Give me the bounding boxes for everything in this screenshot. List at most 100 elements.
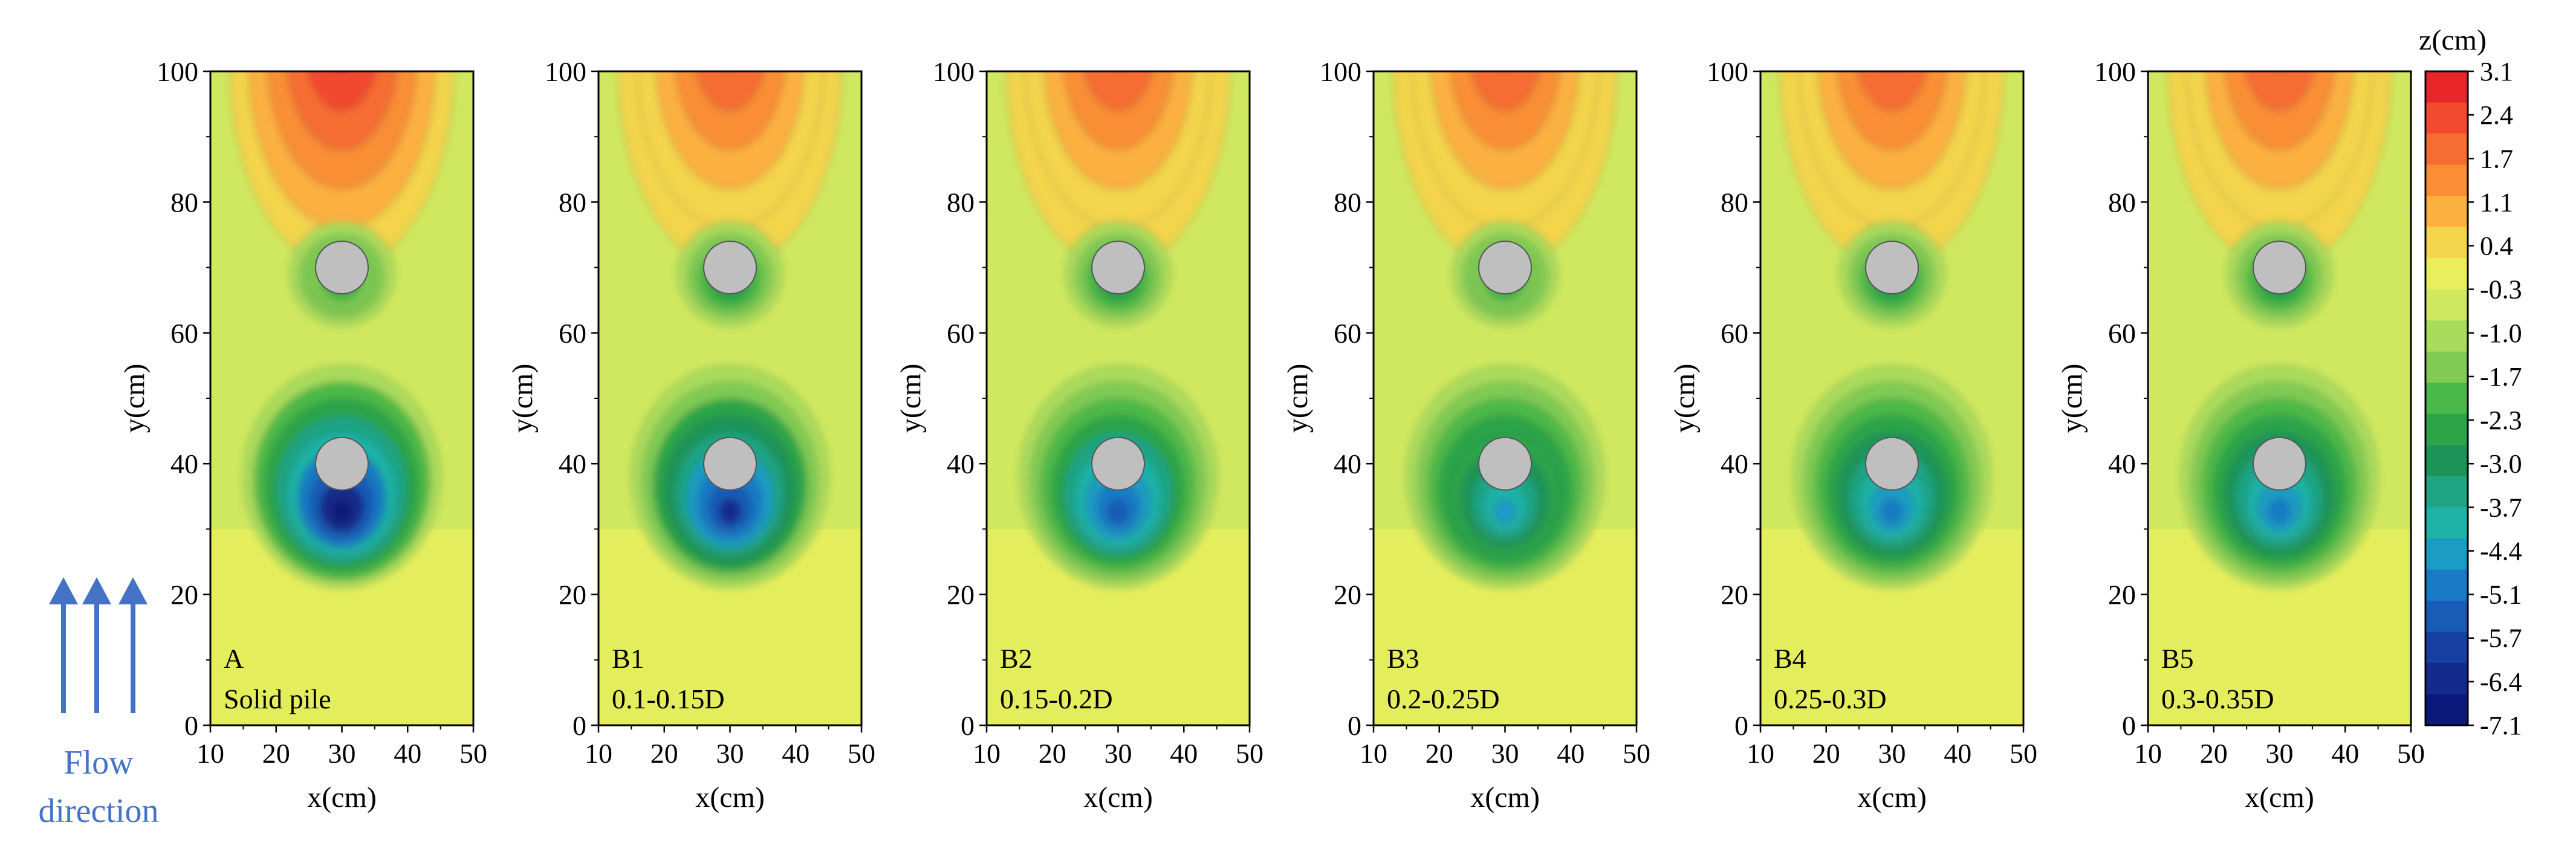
- y-tick-label: 40: [170, 448, 198, 479]
- x-tick-label: 50: [2397, 738, 2425, 769]
- colorbar-tick-label: -3.7: [2480, 493, 2522, 522]
- y-tick-label: 100: [157, 56, 198, 87]
- colorbar-segment: [2425, 694, 2468, 726]
- flow-arrow-head: [82, 577, 111, 604]
- deposition-contour: [727, 71, 733, 72]
- x-tick-label: 40: [1170, 738, 1198, 769]
- colorbar-segment: [2425, 632, 2468, 664]
- x-tick-label: 30: [328, 738, 356, 769]
- y-tick-label: 60: [559, 318, 586, 349]
- pile-2: [1478, 436, 1532, 491]
- colorbar-tick-label: -1.0: [2480, 319, 2522, 348]
- flow-arrow-head: [118, 577, 148, 604]
- scour-contour-upstream-pile: [1493, 498, 1517, 525]
- panel-B1: 10 20 30 40 50 0 20 40 60 80 100 x(cm) y(cm) B1 0.1-0.…: [507, 56, 875, 814]
- y-tick-label: 80: [1721, 187, 1748, 218]
- colorbar-segment: [2425, 351, 2468, 383]
- colorbar-tick-label: -2.3: [2480, 406, 2522, 435]
- y-axis-label: y(cm): [507, 364, 539, 433]
- x-tick-label: 30: [716, 738, 744, 769]
- colorbar-segment: [2425, 320, 2468, 352]
- pile-1: [1478, 241, 1532, 295]
- y-tick-label: 80: [559, 187, 586, 218]
- panel-id: A: [224, 643, 244, 674]
- colorbar-tick-label: 1.7: [2480, 144, 2513, 173]
- x-tick-label: 20: [2200, 738, 2228, 769]
- y-tick-label: 60: [947, 318, 975, 349]
- x-tick-label: 10: [973, 738, 1001, 769]
- deposition-contour: [339, 71, 345, 72]
- x-tick-label: 10: [1747, 738, 1774, 769]
- contour-field: [1374, 71, 1637, 725]
- pile-2: [2253, 436, 2306, 491]
- y-axis-label: y(cm): [1282, 364, 1314, 433]
- y-tick-label: 0: [573, 710, 586, 741]
- x-tick-label: 30: [1491, 738, 1519, 769]
- colorbar-tick-label: -7.1: [2480, 711, 2522, 740]
- x-tick-label: 50: [2010, 738, 2037, 769]
- colorbar-tick-label: 0.4: [2480, 231, 2513, 261]
- y-tick-label: 80: [170, 187, 198, 218]
- x-tick-label: 10: [1360, 738, 1387, 769]
- panel-id: B2: [1000, 643, 1033, 674]
- y-tick-label: 0: [961, 710, 975, 741]
- flow-arrows: [49, 577, 148, 713]
- x-tick-label: 40: [1557, 738, 1585, 769]
- colorbar-segment: [2425, 445, 2468, 477]
- y-tick-label: 80: [947, 187, 975, 218]
- x-tick-label: 10: [196, 738, 224, 769]
- panel-B5: 10 20 30 40 50 0 20 40 60 80 100 x(cm) y(cm) B5 0.3-0.…: [2056, 56, 2425, 814]
- deposition-contour: [2245, 71, 2314, 111]
- x-axis-label: x(cm): [1857, 781, 1927, 814]
- y-tick-label: 20: [947, 580, 975, 610]
- y-tick-label: 20: [2108, 580, 2136, 610]
- colorbar-segment: [2425, 662, 2468, 694]
- colorbar-segment: [2425, 600, 2468, 632]
- y-tick-label: 100: [2094, 56, 2136, 87]
- y-tick-label: 0: [184, 710, 198, 741]
- x-tick-label: 30: [1878, 738, 1906, 769]
- x-tick-label: 20: [1812, 738, 1840, 769]
- x-tick-label: 10: [2134, 738, 2162, 769]
- x-tick-label: 20: [1039, 738, 1066, 769]
- flow-direction-indicator: Flow direction: [38, 577, 159, 830]
- x-tick-label: 20: [650, 738, 678, 769]
- x-axis-label: x(cm): [695, 781, 765, 814]
- colorbar-tick-label: -1.7: [2480, 362, 2522, 392]
- panel-id: B3: [1387, 643, 1419, 674]
- colorbar-tick-label: 2.4: [2480, 100, 2513, 130]
- y-tick-label: 20: [1721, 580, 1748, 610]
- x-tick-label: 30: [1105, 738, 1132, 769]
- x-tick-label: 20: [1426, 738, 1453, 769]
- panel-caption: 0.1-0.15D: [612, 684, 725, 714]
- y-tick-label: 40: [2108, 448, 2136, 479]
- contour-field: [987, 71, 1250, 725]
- pile-1: [1091, 241, 1145, 295]
- deposition-contour: [307, 71, 377, 111]
- y-tick-label: 80: [1334, 187, 1361, 218]
- deposition-contour: [695, 71, 765, 111]
- pile-1: [2253, 241, 2306, 295]
- y-tick-label: 40: [1334, 448, 1361, 479]
- pile-1: [315, 241, 369, 295]
- colorbar-segment: [2425, 134, 2468, 166]
- pile-2: [1865, 436, 1919, 491]
- colorbar-segment: [2425, 258, 2468, 290]
- colorbar-segment: [2425, 102, 2468, 134]
- scour-contour-upstream-pile: [330, 498, 354, 525]
- y-tick-label: 100: [1320, 56, 1361, 87]
- x-tick-label: 50: [848, 738, 875, 769]
- deposition-contour: [1857, 71, 1927, 111]
- y-tick-label: 20: [170, 580, 198, 610]
- contour-field: [210, 71, 473, 725]
- y-tick-label: 100: [545, 56, 586, 87]
- y-tick-label: 100: [1707, 56, 1748, 87]
- y-tick-label: 40: [1721, 448, 1748, 479]
- panel-caption: Solid pile: [224, 684, 331, 714]
- y-tick-label: 40: [559, 448, 586, 479]
- scour-contour-upstream-pile: [718, 498, 742, 525]
- y-tick-label: 0: [1348, 710, 1361, 741]
- colorbar-frame: [2424, 70, 2469, 726]
